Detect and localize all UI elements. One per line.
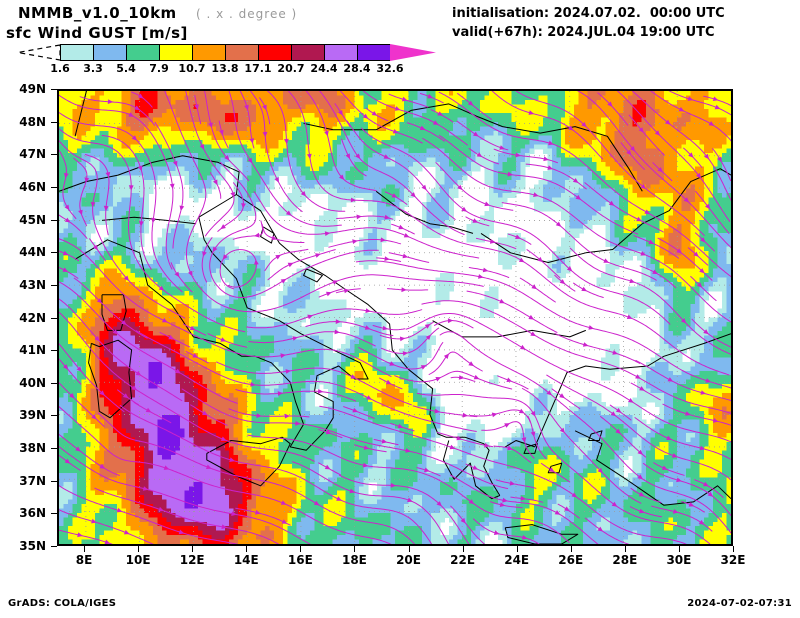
colorbar-segment-7	[258, 44, 291, 61]
lon-label-32E: 32E	[720, 553, 746, 567]
lon-tick-12E	[192, 546, 194, 552]
streamline-arrows	[62, 93, 722, 544]
lon-label-28E: 28E	[612, 553, 638, 567]
lon-label-24E: 24E	[504, 553, 530, 567]
colorbar-segment-4	[159, 44, 192, 61]
lon-label-14E: 14E	[233, 553, 259, 567]
colorbar-tick-32-6: 32.6	[376, 62, 404, 75]
lat-tick-43N	[51, 284, 57, 286]
colorbar-high-open-segment	[390, 44, 436, 61]
colorbar-tick-28-4: 28.4	[343, 62, 371, 75]
initialisation-time: initialisation: 2024.07.02. 00:00 UTC	[452, 6, 725, 21]
colorbar-segment-2	[93, 44, 126, 61]
colorbar-tick-3-3: 3.3	[83, 62, 103, 75]
lon-tick-26E	[570, 546, 572, 552]
lon-label-16E: 16E	[287, 553, 313, 567]
grads-credit: GrADS: COLA/IGES	[8, 598, 117, 609]
colorbar-tick-17-1: 17.1	[244, 62, 272, 75]
wind-gust-field	[59, 91, 731, 544]
lon-tick-16E	[300, 546, 302, 552]
lon-label-18E: 18E	[341, 553, 367, 567]
lon-tick-18E	[354, 546, 356, 552]
colorbar-tick-13-8: 13.8	[211, 62, 239, 75]
streamlines	[59, 91, 731, 544]
colorbar-segment-10	[357, 44, 390, 61]
lat-tick-46N	[51, 186, 57, 188]
lon-tick-14E	[246, 546, 248, 552]
lon-label-20E: 20E	[396, 553, 421, 567]
lat-label-47N: 47N	[19, 147, 46, 162]
lon-tick-32E	[733, 546, 734, 552]
lat-tick-39N	[51, 415, 57, 417]
lat-label-44N: 44N	[19, 245, 46, 260]
lat-tick-38N	[51, 448, 57, 450]
lat-label-37N: 37N	[19, 473, 46, 488]
lat-tick-44N	[51, 252, 57, 254]
lat-label-36N: 36N	[19, 506, 46, 521]
lat-label-41N: 41N	[19, 343, 46, 358]
lon-tick-30E	[678, 546, 680, 552]
lat-tick-37N	[51, 480, 57, 482]
colorbar-segment-1	[60, 44, 93, 61]
colorbar-segment-6	[225, 44, 258, 61]
lat-tick-45N	[51, 219, 57, 221]
colorbar-tick-1-6: 1.6	[50, 62, 70, 75]
lon-label-22E: 22E	[450, 553, 476, 567]
lat-tick-35N	[51, 546, 57, 547]
lon-label-10E: 10E	[125, 553, 151, 567]
lon-tick-24E	[516, 546, 518, 552]
colorbar-segment-3	[126, 44, 159, 61]
colorbar-segment-9	[324, 44, 357, 61]
lat-tick-49N	[51, 89, 57, 90]
lon-tick-22E	[462, 546, 464, 552]
colorbar-tick-10-7: 10.7	[178, 62, 206, 75]
colorbar-tick-5-4: 5.4	[116, 62, 136, 75]
lon-label-30E: 30E	[666, 553, 692, 567]
lon-label-12E: 12E	[179, 553, 205, 567]
lat-label-45N: 45N	[19, 212, 46, 227]
lat-label-49N: 49N	[19, 82, 46, 96]
lon-tick-28E	[624, 546, 626, 552]
lon-tick-20E	[408, 546, 410, 552]
lat-tick-48N	[51, 121, 57, 123]
valid-time: valid(+67h): 2024.JUL.04 19:00 UTC	[452, 25, 715, 40]
render-timestamp: 2024-07-02-07:31	[687, 598, 792, 609]
lon-tick-10E	[138, 546, 140, 552]
lon-tick-8E	[84, 546, 86, 552]
lon-label-26E: 26E	[558, 553, 584, 567]
colorbar-tick-20-7: 20.7	[277, 62, 305, 75]
colorbar-tick-24-4: 24.4	[310, 62, 338, 75]
lat-label-43N: 43N	[19, 277, 46, 292]
lat-label-46N: 46N	[19, 179, 46, 194]
lat-tick-36N	[51, 513, 57, 515]
colorbar-tick-7-9: 7.9	[149, 62, 169, 75]
lon-label-8E: 8E	[75, 553, 93, 567]
colorbar-segment-5	[192, 44, 225, 61]
lat-tick-42N	[51, 317, 57, 319]
colorbar-segment-8	[291, 44, 324, 61]
lat-tick-47N	[51, 154, 57, 156]
lat-label-40N: 40N	[19, 375, 46, 390]
lat-label-39N: 39N	[19, 408, 46, 423]
lat-label-38N: 38N	[19, 441, 46, 456]
lat-label-48N: 48N	[19, 114, 46, 129]
lat-label-35N: 35N	[19, 539, 46, 553]
graticule	[59, 91, 731, 544]
map-plot-area[interactable]	[57, 89, 733, 546]
lat-tick-40N	[51, 382, 57, 384]
model-title: NMMB_v1.0_10km	[18, 4, 177, 22]
lat-label-42N: 42N	[19, 310, 46, 325]
resolution-note: ( . x . degree )	[196, 7, 298, 21]
variable-title: sfc Wind GUST [m/s]	[6, 24, 188, 42]
colorbar-low-open-segment	[14, 44, 60, 61]
lat-tick-41N	[51, 350, 57, 352]
